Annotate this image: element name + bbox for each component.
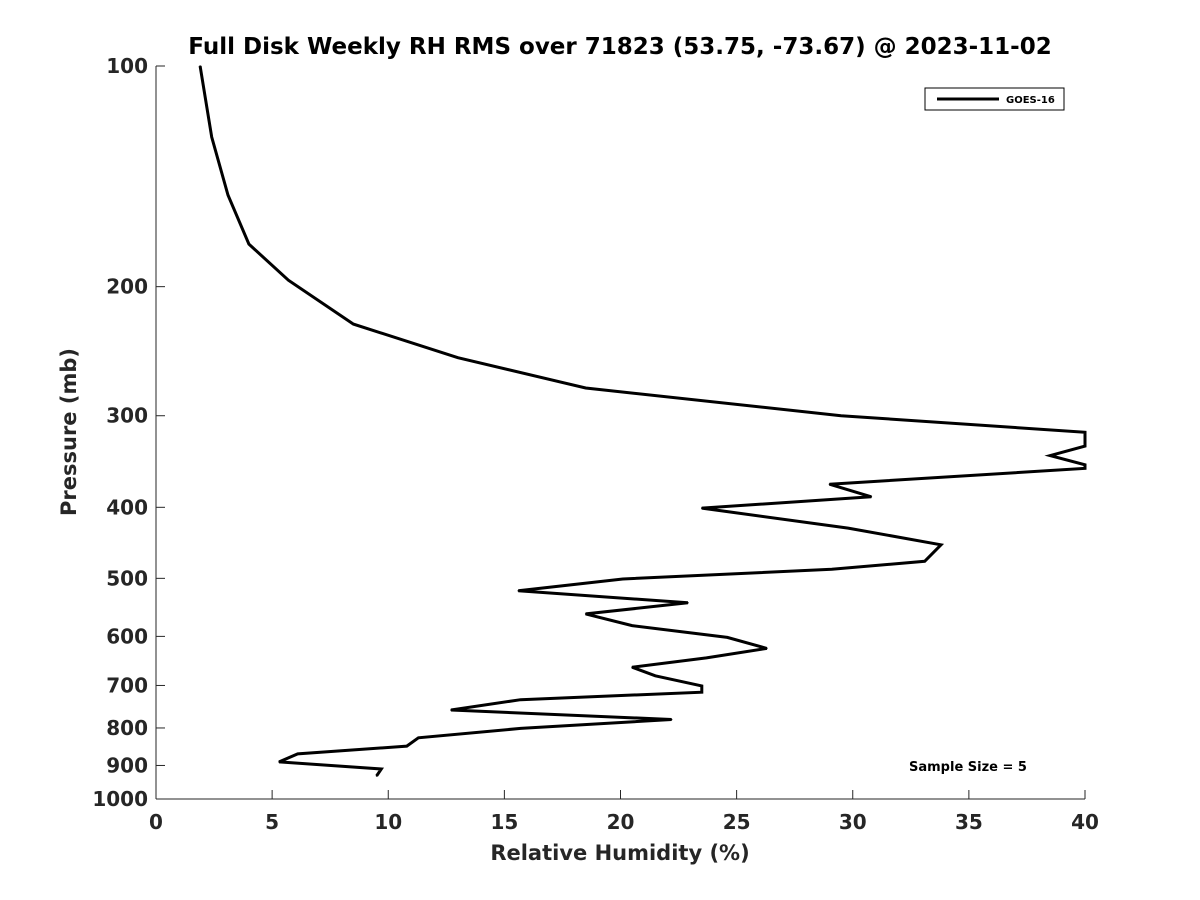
legend: GOES-16 — [924, 87, 1065, 111]
data-point — [417, 737, 420, 739]
x-tick-label: 25 — [723, 810, 751, 834]
x-tick-label: 5 — [265, 810, 279, 834]
x-tick-label: 15 — [490, 810, 518, 834]
x-tick-label: 0 — [149, 810, 163, 834]
data-point — [670, 718, 673, 721]
series-line-goes-16 — [198, 65, 1087, 777]
x-tick-label: 40 — [1071, 810, 1099, 834]
data-point — [923, 560, 926, 563]
legend-label-goes-16: GOES-16 — [1006, 95, 1055, 106]
data-point — [199, 65, 201, 67]
data-point — [622, 578, 624, 580]
y-tick-label: 900 — [106, 753, 148, 777]
data-point — [1084, 445, 1086, 447]
x-tick-label: 30 — [839, 810, 867, 834]
data-point — [701, 685, 703, 687]
y-tick-label: 700 — [106, 673, 148, 697]
plot-area — [155, 65, 1087, 800]
data-point — [296, 753, 299, 755]
data-point — [450, 709, 452, 711]
data-point — [654, 675, 657, 677]
data-point — [847, 527, 849, 529]
data-point — [701, 507, 703, 509]
data-point — [519, 727, 522, 730]
y-tick-label: 600 — [106, 624, 148, 648]
data-point — [406, 745, 408, 747]
data-point — [705, 657, 708, 659]
y-tick-label: 500 — [106, 566, 148, 590]
y-tick-label: 100 — [106, 54, 148, 78]
data-point — [584, 387, 587, 389]
data-point — [248, 243, 250, 245]
data-point — [631, 624, 633, 627]
data-point — [940, 544, 942, 546]
data-point — [631, 666, 633, 668]
data-point — [701, 691, 703, 693]
y-tick-label: 1000 — [92, 787, 148, 811]
data-point — [831, 568, 833, 571]
x-tick-label: 20 — [607, 810, 635, 834]
x-axis-title: Relative Humidity (%) — [490, 841, 749, 865]
data-point — [278, 761, 280, 763]
data-point — [1049, 454, 1051, 457]
data-point — [287, 279, 290, 282]
data-point — [584, 613, 587, 615]
data-point — [726, 636, 729, 639]
chart-title: Full Disk Weekly RH RMS over 71823 (53.7… — [188, 34, 1051, 60]
y-axis: 100 200 300 400 500 600 700 800 900 1000 — [92, 54, 165, 811]
data-point — [457, 356, 459, 359]
x-tick-label: 35 — [955, 810, 983, 834]
data-point — [840, 414, 842, 417]
data-point — [766, 647, 768, 650]
sample-size-annotation: Sample Size = 5 — [909, 760, 1027, 775]
data-point — [1084, 464, 1086, 466]
data-point — [227, 194, 229, 196]
y-tick-label: 200 — [106, 275, 148, 299]
data-point — [828, 483, 831, 486]
data-point — [519, 698, 522, 701]
data-point — [1084, 431, 1086, 434]
x-axis: 0 5 10 15 20 25 30 35 40 — [149, 790, 1099, 834]
data-point — [375, 775, 378, 777]
data-point — [380, 768, 383, 770]
data-point — [517, 590, 520, 592]
x-tick-label: 10 — [374, 810, 402, 834]
data-point — [1084, 467, 1086, 470]
y-tick-label: 800 — [106, 716, 148, 740]
data-point — [687, 602, 689, 604]
y-tick-label: 400 — [106, 495, 148, 519]
data-point — [210, 136, 213, 138]
data-point — [352, 323, 355, 325]
y-axis-title: Pressure (mb) — [57, 348, 81, 516]
y-tick-label: 300 — [106, 404, 148, 428]
data-point — [870, 496, 873, 498]
